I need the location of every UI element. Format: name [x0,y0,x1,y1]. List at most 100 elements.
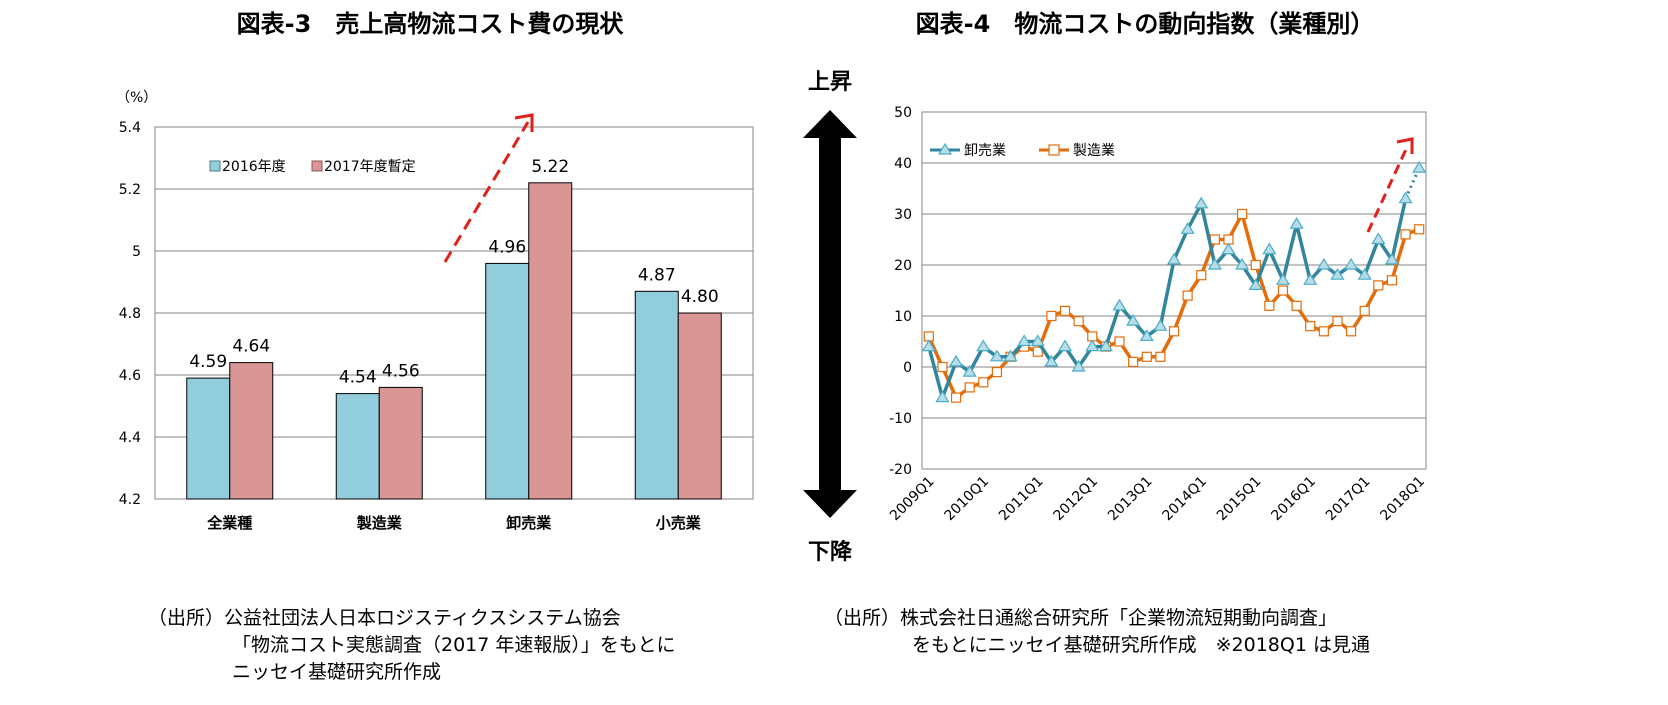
point-marker [948,354,964,367]
point-marker [1085,339,1100,352]
chart1-categories: 全業種 製造業 卸売業 小売業 [206,514,702,532]
point-marker [1386,275,1398,286]
point-marker [1291,300,1302,311]
bar-value-label: 4.64 [232,337,270,357]
legend-label-2016: 2016年度 [222,159,286,175]
point-marker [1318,326,1329,337]
point-marker [1003,349,1018,362]
point-marker [1112,298,1127,311]
y-tick-label: 4.6 [119,368,141,384]
point-marker [1196,270,1207,281]
line-chart: 図表-4 物流コストの動向指数（業種別） -20 -10 0 10 20 30 40 50 2… [830,10,1428,656]
y-tick-label: 4.2 [119,492,141,508]
x-tick-label: 2015Q1 [1214,474,1265,525]
y-tick-label: 5.2 [119,182,141,198]
point-marker [1166,252,1182,265]
point-marker [1032,346,1043,357]
y-tick-label: 5 [132,244,141,260]
y-tick-label: 20 [894,258,912,274]
y-tick-label: 50 [894,105,912,121]
legend-marker-manufacturing [1048,144,1060,156]
point-marker [989,349,1004,362]
point-marker [1059,305,1071,316]
legend-swatch-2016 [209,160,221,172]
category-label: 小売業 [656,514,702,532]
chart1-unit-label: （%） [116,90,157,106]
legend-marker-wholesale [937,142,953,155]
x-tick-label: 2017Q1 [1323,474,1374,525]
point-marker [1275,273,1291,285]
category-label: 全業種 [206,514,252,532]
chart2-x-ticks: 2009Q1 2010Q1 2011Q1 2012Q1 2013Q1 2014Q1 2015… [887,474,1428,525]
point-marker [1371,232,1386,245]
plot-frame [154,126,754,500]
point-marker [1168,326,1180,337]
point-marker [1209,234,1220,245]
source-line-2: 「物流コスト実態調査（2017 年速報版）」をもとに [232,634,676,656]
chart1-data-labels: 4.594.64 4.54 4.56 4.96 5.22 4.874.80 [189,157,718,388]
y-tick-label: 5.4 [119,120,141,136]
bar-value-label: 4.54 [339,368,377,388]
point-marker [1098,339,1113,352]
chart2-gridlines [921,111,1427,470]
point-marker [1114,336,1125,347]
point-marker [1316,257,1331,270]
point-marker [1046,310,1057,322]
bar-value-label: 4.56 [382,361,420,381]
point-marker [1412,160,1427,173]
bar [186,377,231,500]
chart2-legend: 卸売業 製造業 [930,142,1115,159]
y-tick-label: -10 [889,411,912,427]
x-tick-label: 2018Q1 [1377,474,1428,525]
point-marker [1044,354,1059,367]
up-down-arrow: 上昇 下降 [803,70,857,565]
x-tick-label: 2013Q1 [1105,474,1156,525]
bar-chart: 図表-3 売上高物流コスト費の現状 （%） 4.2 4.4 4.6 4.8 5 5.2 5.… [116,10,754,683]
point-marker [1330,268,1345,280]
point-marker [1141,351,1152,362]
point-marker [1357,268,1372,280]
y-tick-label: 0 [903,360,912,376]
point-marker [1373,280,1384,291]
source-line-2: をもとにニッセイ基礎研究所作成 ※2018Q1 は見通 [912,634,1370,656]
point-marker [1398,191,1413,204]
chart2-title: 図表-4 物流コストの動向指数（業種別） [916,10,1375,38]
chart1-bars [186,182,722,500]
double-arrow-icon [803,110,857,518]
bar-value-label: 4.87 [638,265,676,285]
point-marker [1030,334,1045,347]
point-marker [1155,351,1166,362]
point-marker [1182,290,1193,301]
point-marker [1180,222,1195,234]
category-label: 卸売業 [506,514,552,532]
point-marker [1305,321,1316,332]
legend-label-wholesale: 卸売業 [964,143,1006,159]
point-marker [978,377,989,388]
point-marker [1235,257,1250,270]
up-label: 上昇 [808,70,852,95]
point-marker [1289,217,1304,229]
point-marker [950,392,962,403]
point-marker [1071,359,1086,372]
point-marker [935,390,950,403]
point-marker [937,361,948,373]
source-line-1: （出所）株式会社日通総合研究所「企業物流短期動向調査」 [830,607,1337,629]
bar [378,386,423,500]
y-tick-label: 10 [894,309,912,325]
x-tick-label: 2014Q1 [1159,474,1210,525]
chart1-y-ticks: 4.2 4.4 4.6 4.8 5 5.2 5.4 [119,120,141,508]
bar-value-label: 5.22 [531,157,569,177]
point-marker [1207,257,1222,270]
point-marker [1248,278,1263,290]
point-marker [1153,319,1168,331]
point-marker [1400,229,1411,240]
point-marker [921,339,936,352]
x-tick-label: 2016Q1 [1268,474,1319,525]
bar [335,393,380,500]
point-marker [1359,305,1370,316]
point-marker [1384,252,1400,265]
legend-label-2017: 2017年度暫定 [324,159,416,175]
point-marker [1073,316,1084,327]
point-marker [1277,285,1289,296]
y-tick-label: 4.4 [119,430,141,446]
